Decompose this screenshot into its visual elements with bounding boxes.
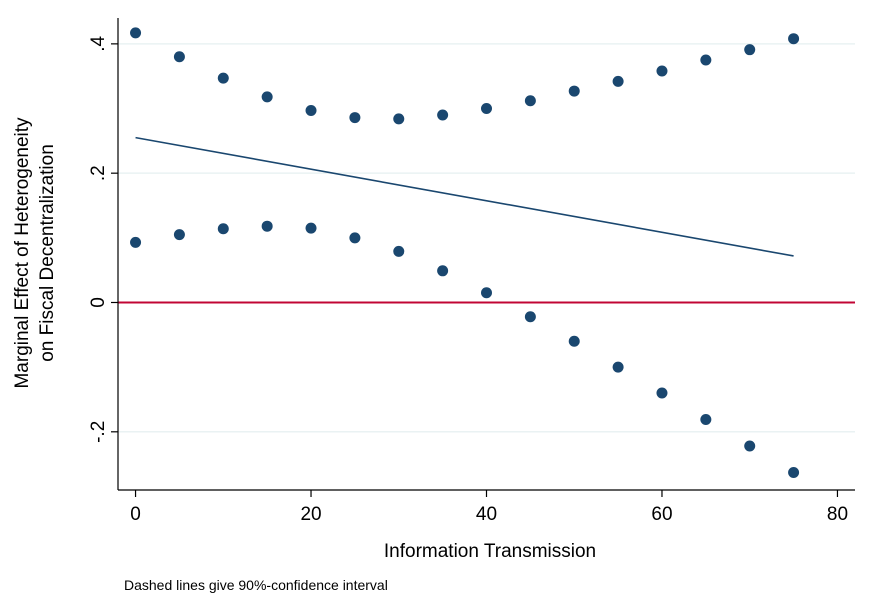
upper-ci-point: [305, 104, 317, 116]
x-tick-label: 60: [651, 504, 672, 525]
lower-ci-point: [173, 229, 185, 241]
upper-ci-point: [437, 109, 449, 121]
lower-ci-point: [437, 265, 449, 277]
chart-note: Dashed lines give 90%-confidence interva…: [124, 577, 388, 593]
upper-ci-point: [261, 91, 273, 103]
y-axis-title-line-2: on Fiscal Decentralization: [37, 144, 58, 362]
axis-labels: Information Transmission Marginal Effect…: [12, 117, 596, 593]
lower-ci-point: [788, 467, 800, 479]
lower-ci-point: [612, 361, 624, 373]
upper-ci-point: [217, 72, 229, 84]
lower-ci-point: [568, 335, 580, 347]
y-tick-label: .4: [88, 36, 109, 52]
lower-ci-point: [744, 440, 756, 452]
x-tick-label: 20: [300, 504, 321, 525]
upper-ci-point: [173, 51, 185, 63]
y-tick-label: 0: [88, 297, 109, 308]
upper-ci-point: [481, 103, 492, 115]
grid-lines: [118, 43, 855, 433]
lower-ci-point: [524, 311, 536, 323]
x-axis-title: Information Transmission: [384, 541, 596, 562]
lower-ci-point: [656, 387, 668, 399]
axes: -.2 0 .2 .4 0 20 40 60 80: [88, 18, 855, 525]
upper-ci-point: [130, 27, 142, 39]
upper-ci-point: [568, 85, 580, 97]
plot-series: [130, 27, 800, 479]
lower-ci-point: [261, 220, 273, 232]
upper-ci-point: [524, 95, 536, 107]
upper-ci-point: [700, 54, 712, 66]
upper-ci-point: [349, 112, 361, 124]
lower-ci-point: [700, 414, 712, 426]
x-tick-label: 80: [827, 504, 848, 525]
lower-ci-point: [305, 222, 317, 234]
upper-ci-point: [612, 75, 624, 87]
upper-ci-point: [744, 44, 756, 56]
y-axis-title-line-1: Marginal Effect of Heterogeneity: [12, 117, 33, 389]
upper-ci-point: [788, 33, 800, 45]
y-tick-label: .2: [88, 165, 109, 181]
lower-ci-point: [217, 223, 229, 235]
x-tick-label: 40: [476, 504, 497, 525]
point-estimate-line: [135, 136, 794, 257]
lower-ci-point: [130, 236, 142, 248]
upper-ci-point: [656, 65, 668, 77]
lower-ci-point: [393, 245, 405, 257]
x-tick-label: 0: [130, 504, 141, 525]
lower-ci-point: [481, 287, 492, 299]
lower-ci-point: [349, 232, 361, 244]
upper-ci-point: [393, 113, 405, 125]
y-tick-label: -.2: [88, 421, 109, 443]
